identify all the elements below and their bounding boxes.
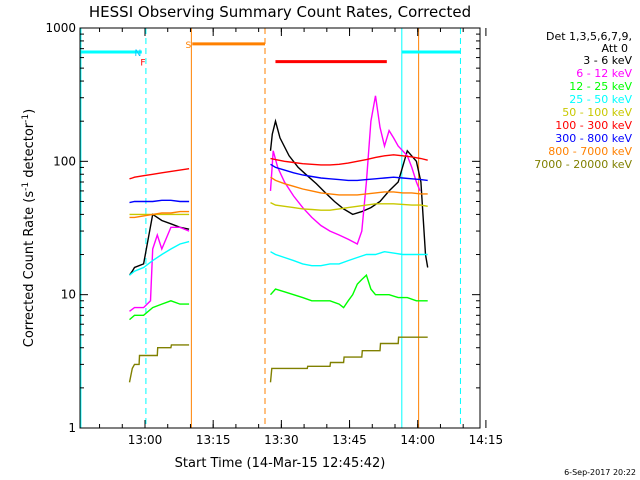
y-tick-label: 1: [68, 421, 76, 435]
legend-entry-1: 6 - 12 keV: [576, 67, 632, 80]
y-tick-label: 100: [53, 154, 76, 168]
series-line-0-seg-0: [128, 213, 190, 276]
plot-frame: [79, 27, 481, 429]
flag-label-N: N: [135, 49, 142, 59]
series-line-2-seg-1: [269, 273, 428, 309]
series-line-7-seg-0: [129, 210, 190, 219]
legend-entry-2: 12 - 25 keV: [569, 80, 632, 93]
x-tick-label: 13:15: [196, 433, 231, 447]
series-line-6-seg-1: [270, 163, 428, 182]
series-line-8-seg-0: [128, 344, 190, 383]
y-axis-label-sup2: -1: [21, 114, 31, 123]
y-axis-label-sup1: -1: [21, 182, 31, 191]
x-axis-label: Start Time (14-Mar-15 12:45:42): [175, 456, 386, 471]
y-tick-label: 1000: [45, 21, 76, 35]
series-line-5-seg-0: [129, 168, 190, 180]
y-tick-label: 10: [61, 288, 76, 302]
y-axis-label-mid: detector: [22, 122, 37, 182]
timestamp-footer: 6-Sep-2017 20:22: [564, 468, 636, 477]
x-tick-label: 14:15: [469, 433, 504, 447]
legend-entry-5: 100 - 300 keV: [555, 119, 632, 132]
x-tick-label: 13:45: [332, 433, 367, 447]
series-line-1-seg-0: [129, 226, 190, 312]
series-line-4-seg-1: [270, 201, 428, 211]
y-axis-label-main: Corrected Count Rate (s: [22, 191, 37, 348]
legend-entry-8: 7000 - 20000 keV: [534, 158, 632, 171]
series-line-2-seg-0: [129, 300, 190, 321]
legend-entry-6: 300 - 800 keV: [555, 132, 632, 145]
legend-entry-0: 3 - 6 keV: [583, 54, 632, 67]
x-tick-label: 13:00: [128, 433, 163, 447]
series-line-3-seg-1: [270, 250, 428, 267]
chart-title: HESSI Observing Summary Count Rates, Cor…: [89, 3, 471, 21]
legend-header-line1: Det 1,3,5,6,7,9,: [546, 30, 632, 43]
plot-area: FN S: [80, 28, 461, 428]
series-line-8-seg-1: [269, 336, 428, 383]
y-axis-label-end: ): [22, 109, 37, 114]
x-tick-label: 14:00: [400, 433, 435, 447]
legend-entry-3: 25 - 50 keV: [569, 93, 632, 106]
series-line-1-seg-1: [269, 95, 421, 245]
flag-label-F: F: [140, 59, 145, 69]
legend-entry-4: 50 - 100 keV: [562, 106, 632, 119]
flag-label-S: S: [186, 41, 192, 51]
series-line-7-seg-1: [270, 176, 428, 196]
axes: 1 10 100 1000 13:00 13:15 13:30 13:45 14:00 14:15: [45, 21, 503, 447]
legend-header-line2: Att 0: [602, 42, 628, 55]
series-line-5-seg-1: [270, 154, 428, 166]
series-line-6-seg-0: [129, 199, 190, 204]
legend-entry-7: 800 - 7000 keV: [548, 145, 632, 158]
series-line-3-seg-0: [129, 240, 190, 276]
series-line-0-seg-1: [269, 118, 429, 268]
x-tick-label: 13:30: [264, 433, 299, 447]
y-axis-label: Corrected Count Rate (s-1 detector-1): [21, 109, 37, 347]
